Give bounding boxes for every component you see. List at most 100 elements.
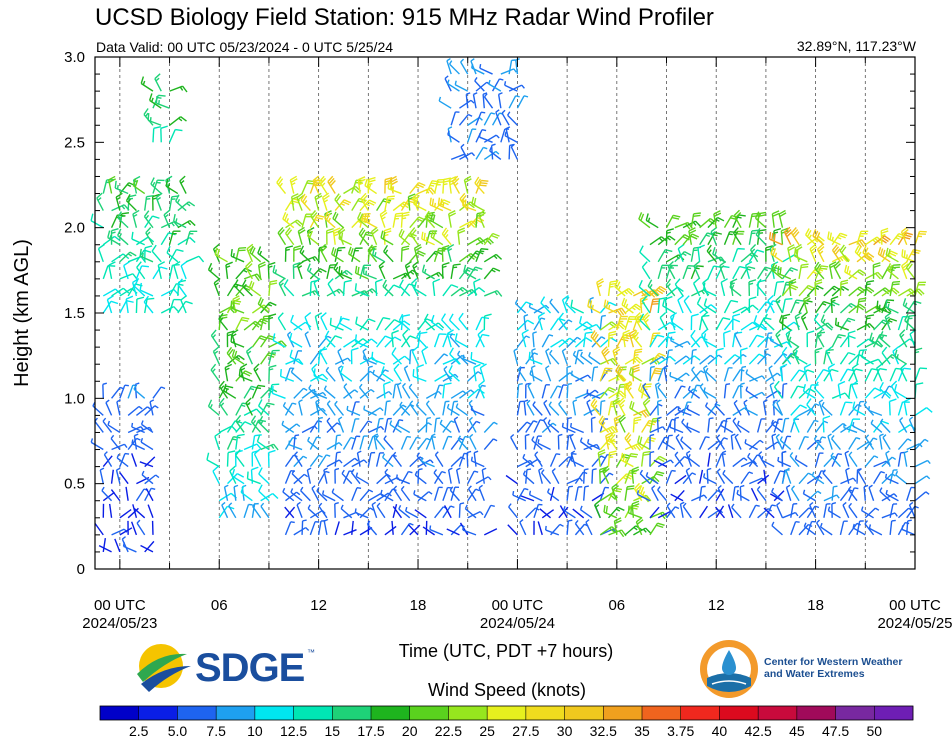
barb-half-flag (710, 354, 715, 359)
barb-shaft (475, 317, 483, 331)
barb-flag (277, 178, 284, 185)
barb-flag (213, 346, 220, 352)
barb-flag (659, 296, 667, 300)
barb-flag (729, 231, 737, 234)
barb-half-flag (340, 504, 344, 509)
barb-shaft (649, 506, 660, 519)
barb-shaft (479, 367, 485, 382)
wind-barb (750, 487, 759, 502)
barb-flag (435, 250, 443, 255)
barb-shaft (147, 504, 154, 519)
wind-barb (144, 405, 159, 416)
wind-barb (131, 231, 145, 246)
wind-barb (632, 348, 643, 365)
barb-shaft (102, 265, 109, 280)
barb-flag (787, 244, 795, 249)
wind-barb (587, 299, 601, 314)
wind-barb (763, 313, 775, 331)
barb-flag (395, 214, 403, 218)
wind-barb (376, 473, 391, 485)
barb-shaft (384, 401, 388, 416)
wind-barb (324, 211, 336, 229)
wind-barb (549, 385, 562, 399)
wind-barb (240, 485, 253, 502)
wind-barb (720, 278, 728, 297)
wind-barb (516, 95, 529, 109)
barb-half-flag (587, 439, 590, 444)
wind-barb (304, 312, 312, 331)
barb-shaft (753, 321, 767, 331)
barb-half-flag (233, 484, 239, 488)
barb-flag (328, 177, 335, 185)
wind-barb (119, 527, 133, 536)
barb-flag (630, 453, 638, 456)
wind-barb (278, 277, 287, 297)
wind-barb (346, 405, 361, 417)
barb-shaft (516, 488, 525, 502)
wind-barb (809, 501, 817, 519)
barb-half-flag (720, 421, 723, 426)
wind-barb (732, 227, 742, 246)
barb-half-flag (501, 109, 506, 114)
barb-half-flag (333, 233, 339, 237)
wind-barb (624, 469, 638, 484)
wind-barb (233, 484, 239, 501)
barb-flag (777, 266, 780, 274)
barb-shaft (781, 469, 787, 484)
barb-half-flag (298, 399, 303, 403)
wind-barb (446, 403, 460, 416)
wind-barb (106, 295, 114, 314)
barb-flag (384, 230, 392, 234)
barb-flag (250, 415, 257, 423)
barb-half-flag (175, 218, 178, 223)
barb-shaft (324, 388, 336, 399)
wind-barb (321, 192, 330, 211)
barb-flag (443, 229, 449, 237)
barb-shaft (119, 287, 133, 297)
barb-shaft (97, 248, 104, 263)
barb-flag (345, 269, 353, 276)
barb-shaft (470, 358, 485, 365)
wind-barb (210, 329, 220, 348)
barb-half-flag (338, 442, 343, 447)
wind-barb (324, 330, 336, 348)
barb-shaft (806, 490, 819, 502)
barb-shaft (103, 454, 113, 467)
wind-barb (479, 363, 487, 382)
barb-shaft (591, 367, 595, 382)
barb-shaft (309, 352, 320, 365)
barb-half-flag (714, 251, 717, 256)
barb-half-flag (556, 453, 561, 456)
barb-shaft (516, 95, 525, 109)
wind-barb (599, 386, 617, 399)
wind-barb (206, 452, 220, 468)
barb-half-flag (358, 182, 364, 186)
barb-shaft (459, 522, 469, 536)
wind-barb (147, 113, 162, 126)
wind-barb (781, 313, 791, 331)
barb-shaft (422, 526, 435, 536)
wind-barb (769, 336, 783, 348)
barb-flag (324, 330, 330, 338)
barb-half-flag (522, 453, 526, 459)
barb-flag (772, 264, 778, 272)
barb-flag (641, 261, 648, 268)
barb-shaft (115, 469, 121, 484)
barb-flag (402, 314, 411, 317)
barb-flag (210, 363, 217, 371)
wind-barb (411, 346, 419, 365)
barb-shaft (737, 424, 750, 434)
wind-barb (446, 528, 460, 536)
barb-shaft (564, 302, 576, 314)
barb-flag (342, 317, 350, 321)
wind-barb (744, 439, 758, 451)
wind-barb (794, 455, 808, 468)
barb-shaft (538, 469, 543, 484)
wind-barb (179, 175, 187, 194)
barb-flag (598, 451, 606, 456)
wind-barb (566, 519, 573, 535)
barb-flag (163, 209, 171, 216)
barb-half-flag (642, 528, 647, 533)
barb-shaft (690, 350, 694, 365)
barb-shaft (674, 385, 683, 399)
